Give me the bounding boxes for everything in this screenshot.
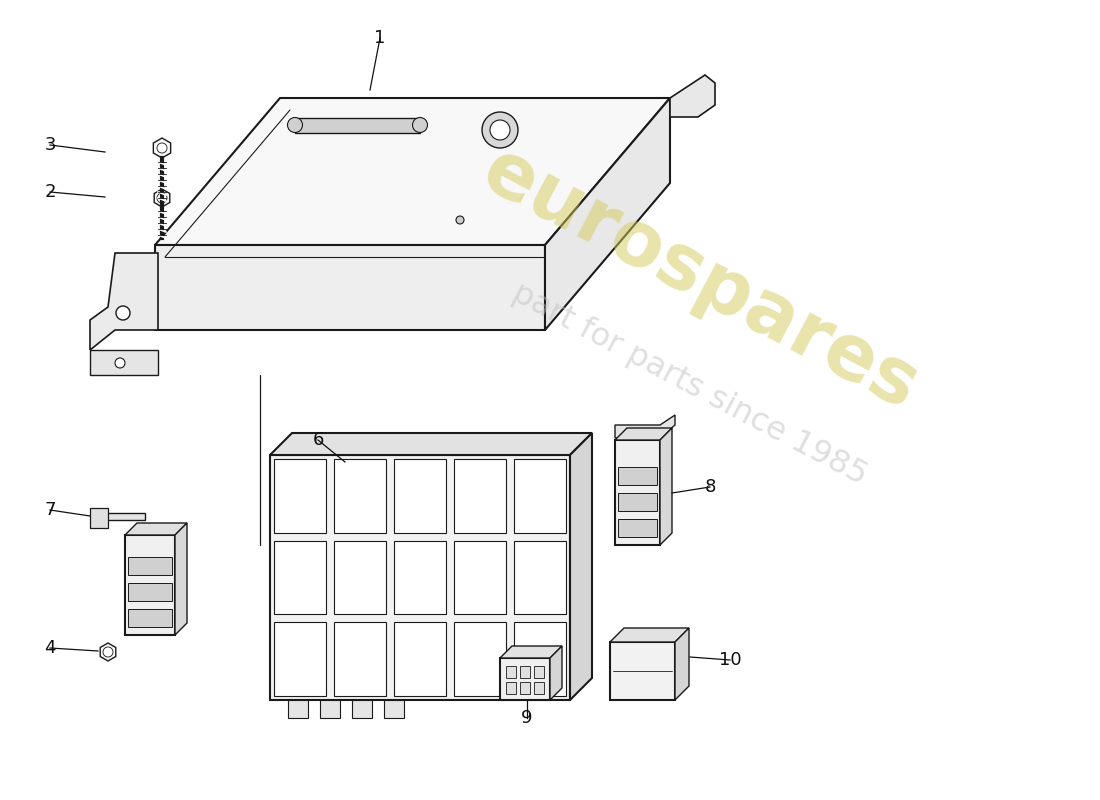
Polygon shape (500, 658, 550, 700)
Polygon shape (274, 459, 326, 533)
Circle shape (103, 647, 113, 657)
Polygon shape (615, 440, 660, 545)
Polygon shape (660, 428, 672, 545)
Polygon shape (153, 138, 170, 158)
Polygon shape (320, 700, 340, 718)
Polygon shape (675, 628, 689, 700)
Text: 4: 4 (44, 639, 56, 657)
Polygon shape (544, 98, 670, 330)
Text: eurospares: eurospares (470, 134, 931, 426)
Polygon shape (500, 646, 562, 658)
Circle shape (157, 143, 167, 153)
Polygon shape (618, 519, 657, 537)
Polygon shape (90, 350, 158, 375)
Polygon shape (352, 700, 372, 718)
Polygon shape (154, 189, 169, 207)
Polygon shape (90, 253, 158, 350)
Polygon shape (550, 646, 562, 700)
Polygon shape (514, 622, 566, 696)
Polygon shape (394, 622, 446, 696)
Polygon shape (514, 541, 566, 614)
Circle shape (116, 358, 125, 368)
Circle shape (412, 118, 428, 133)
Polygon shape (454, 459, 506, 533)
Polygon shape (125, 523, 187, 535)
Circle shape (490, 120, 510, 140)
Text: 8: 8 (704, 478, 716, 496)
Text: 6: 6 (312, 431, 323, 449)
Polygon shape (506, 682, 516, 694)
Polygon shape (274, 622, 326, 696)
Circle shape (482, 112, 518, 148)
Polygon shape (270, 455, 570, 700)
Text: 7: 7 (44, 501, 56, 519)
Polygon shape (95, 513, 145, 520)
Polygon shape (128, 583, 172, 601)
Polygon shape (618, 467, 657, 485)
Polygon shape (334, 541, 386, 614)
Polygon shape (610, 628, 689, 642)
Polygon shape (514, 459, 566, 533)
Polygon shape (155, 98, 670, 245)
Text: 3: 3 (44, 136, 56, 154)
Polygon shape (384, 700, 404, 718)
Polygon shape (454, 622, 506, 696)
Text: 2: 2 (44, 183, 56, 201)
Polygon shape (610, 642, 675, 700)
Polygon shape (270, 433, 592, 455)
Polygon shape (128, 557, 172, 575)
Polygon shape (520, 666, 530, 678)
Polygon shape (520, 682, 530, 694)
Text: 9: 9 (521, 709, 532, 727)
Polygon shape (90, 508, 108, 528)
Text: 1: 1 (374, 29, 386, 47)
Text: part for parts since 1985: part for parts since 1985 (507, 278, 872, 492)
Polygon shape (534, 666, 544, 678)
Polygon shape (334, 459, 386, 533)
Polygon shape (670, 75, 715, 117)
Circle shape (456, 216, 464, 224)
Polygon shape (100, 643, 116, 661)
Circle shape (287, 118, 303, 133)
Polygon shape (295, 118, 420, 133)
Polygon shape (506, 666, 516, 678)
Polygon shape (534, 682, 544, 694)
Polygon shape (454, 541, 506, 614)
Polygon shape (394, 541, 446, 614)
Polygon shape (394, 459, 446, 533)
Polygon shape (128, 609, 172, 627)
Polygon shape (274, 541, 326, 614)
Polygon shape (288, 700, 308, 718)
Circle shape (157, 193, 167, 203)
Polygon shape (615, 428, 672, 440)
Polygon shape (334, 622, 386, 696)
Polygon shape (615, 415, 675, 438)
Text: 10: 10 (718, 651, 741, 669)
Polygon shape (618, 493, 657, 511)
Polygon shape (570, 433, 592, 700)
Circle shape (116, 306, 130, 320)
Polygon shape (125, 535, 175, 635)
Polygon shape (155, 245, 544, 330)
Polygon shape (175, 523, 187, 635)
